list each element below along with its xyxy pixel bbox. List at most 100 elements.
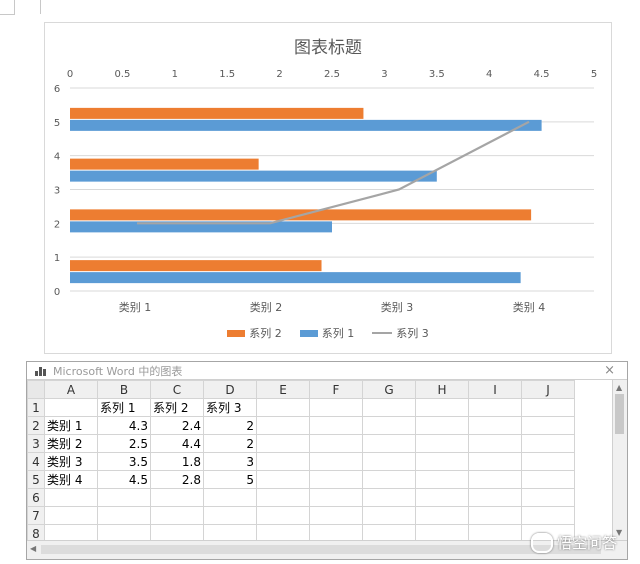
bar-series2-4[interactable] <box>70 107 364 119</box>
cell[interactable] <box>203 488 257 507</box>
cell[interactable] <box>468 398 522 417</box>
cell[interactable] <box>415 506 469 525</box>
chart-area[interactable]: 图表标题 0 0.5 1 1.5 2 2.5 3 3.5 4 4.5 5 0 1 2 3 4 5 6 类别 1 类别 … <box>44 22 612 354</box>
cell[interactable] <box>415 434 469 453</box>
row-header[interactable]: 1 <box>27 398 45 417</box>
scroll-left-icon[interactable]: ◀ <box>30 544 37 553</box>
cell[interactable] <box>309 524 363 540</box>
row-header[interactable]: 4 <box>27 452 45 471</box>
vertical-scroll-thumb[interactable] <box>615 394 624 434</box>
cell[interactable] <box>309 452 363 471</box>
x-tick-label[interactable]: 3 <box>381 69 387 80</box>
cell[interactable] <box>415 524 469 540</box>
close-icon[interactable]: × <box>604 363 615 378</box>
cell[interactable] <box>521 452 575 471</box>
scroll-up-icon[interactable]: ▲ <box>616 383 623 392</box>
cell[interactable] <box>362 434 416 453</box>
cell[interactable] <box>415 452 469 471</box>
cell[interactable]: 4.5 <box>97 470 151 489</box>
cell[interactable] <box>362 488 416 507</box>
chart-title[interactable]: 图表标题 <box>294 38 362 58</box>
x-tick-label[interactable]: 0.5 <box>114 69 130 80</box>
x-tick-label[interactable]: 2.5 <box>324 69 340 80</box>
column-header[interactable]: C <box>150 380 204 399</box>
row-header[interactable]: 8 <box>27 524 45 540</box>
x-tick-label[interactable]: 3.5 <box>429 69 445 80</box>
cell[interactable]: 3.5 <box>97 452 151 471</box>
cell[interactable]: 2.5 <box>97 434 151 453</box>
cell[interactable] <box>468 524 522 540</box>
cell[interactable]: 系列 2 <box>150 398 204 417</box>
column-header[interactable]: J <box>521 380 575 399</box>
category-label[interactable]: 类别 4 <box>513 300 546 314</box>
cell[interactable]: 5 <box>203 470 257 489</box>
bar-series1-3[interactable] <box>70 170 437 182</box>
horizontal-scroll-thumb[interactable] <box>41 545 601 554</box>
bar-series2-3[interactable] <box>70 158 259 170</box>
column-header[interactable]: E <box>256 380 310 399</box>
cell[interactable] <box>362 506 416 525</box>
cell[interactable] <box>256 470 310 489</box>
cell[interactable] <box>521 434 575 453</box>
cell[interactable] <box>309 416 363 435</box>
cell[interactable] <box>256 524 310 540</box>
bar-chart[interactable]: 0 0.5 1 1.5 2 2.5 3 3.5 4 4.5 5 0 1 2 3 4 5 6 类别 1 类别 2 类别 3… <box>45 23 611 353</box>
cell[interactable] <box>97 524 151 540</box>
legend-item[interactable]: 系列 1 <box>299 325 354 341</box>
column-header[interactable]: G <box>362 380 416 399</box>
column-header[interactable]: I <box>468 380 522 399</box>
cell[interactable] <box>415 398 469 417</box>
spreadsheet-grid[interactable]: A B C D E F G H I J 1 系列 1 系列 2 系列 3 2 类别 1 4.3 2.4 2 3 类别 2… <box>27 380 612 540</box>
cell[interactable] <box>256 452 310 471</box>
column-header[interactable]: H <box>415 380 469 399</box>
cell[interactable] <box>256 506 310 525</box>
cell[interactable]: 类别 4 <box>44 470 98 489</box>
cell[interactable]: 3 <box>203 452 257 471</box>
y-tick-label[interactable]: 2 <box>54 219 60 230</box>
cell[interactable] <box>203 506 257 525</box>
cell[interactable] <box>97 488 151 507</box>
column-header[interactable]: D <box>203 380 257 399</box>
cell[interactable] <box>362 470 416 489</box>
cell[interactable]: 4.4 <box>150 434 204 453</box>
cell[interactable] <box>468 416 522 435</box>
row-header[interactable]: 3 <box>27 434 45 453</box>
column-header[interactable]: F <box>309 380 363 399</box>
horizontal-scrollbar[interactable]: ◀ <box>27 540 627 559</box>
cell[interactable]: 2.8 <box>150 470 204 489</box>
cell[interactable] <box>521 398 575 417</box>
cell[interactable] <box>468 452 522 471</box>
cell[interactable] <box>362 416 416 435</box>
x-tick-label[interactable]: 2 <box>276 69 282 80</box>
bar-series1-4[interactable] <box>70 119 542 131</box>
legend-item[interactable]: 系列 2 <box>227 325 282 341</box>
y-tick-label[interactable]: 5 <box>54 118 60 129</box>
cell[interactable]: 类别 2 <box>44 434 98 453</box>
vertical-scrollbar[interactable]: ▲ ▼ <box>612 380 627 540</box>
cell[interactable] <box>415 416 469 435</box>
x-tick-label[interactable]: 0 <box>67 69 73 80</box>
cell[interactable] <box>44 488 98 507</box>
cell[interactable] <box>256 416 310 435</box>
cell[interactable]: 类别 1 <box>44 416 98 435</box>
cell[interactable]: 系列 1 <box>97 398 151 417</box>
cell[interactable] <box>415 470 469 489</box>
select-all-corner[interactable] <box>27 380 45 399</box>
row-header[interactable]: 2 <box>27 416 45 435</box>
cell[interactable]: 类别 3 <box>44 452 98 471</box>
spreadsheet-titlebar[interactable]: Microsoft Word 中的图表 × <box>27 362 627 380</box>
x-tick-label[interactable]: 5 <box>591 69 597 80</box>
cell[interactable] <box>256 488 310 507</box>
cell[interactable] <box>309 434 363 453</box>
cell[interactable] <box>256 398 310 417</box>
cell[interactable] <box>468 488 522 507</box>
cell[interactable] <box>415 488 469 507</box>
x-tick-label[interactable]: 1 <box>172 69 178 80</box>
cell[interactable] <box>468 470 522 489</box>
x-tick-label[interactable]: 4 <box>486 69 492 80</box>
cell[interactable] <box>150 488 204 507</box>
chart-legend[interactable]: 系列 2 系列 1 系列 3 <box>45 325 611 341</box>
cell[interactable] <box>468 434 522 453</box>
column-header[interactable]: B <box>97 380 151 399</box>
row-header[interactable]: 5 <box>27 470 45 489</box>
